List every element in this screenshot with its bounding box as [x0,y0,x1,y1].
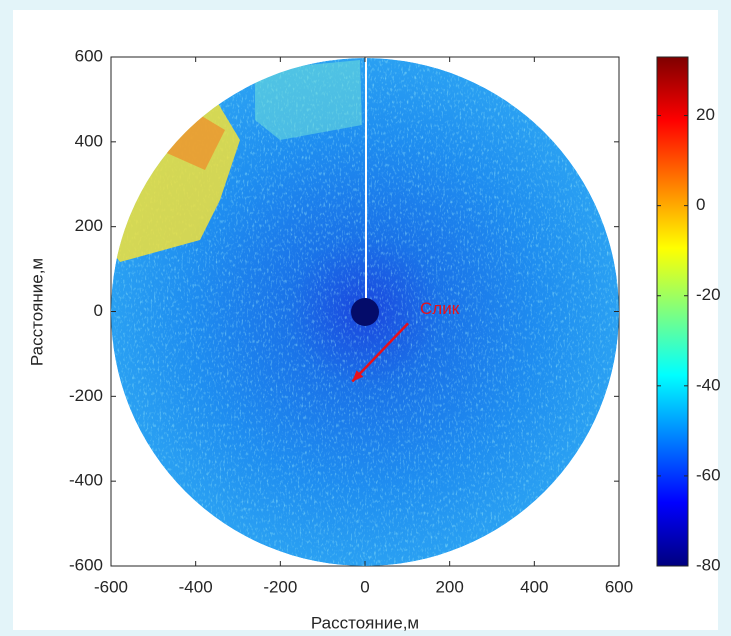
y-tick-label: -400 [69,471,103,490]
x-tick-label: 400 [520,577,548,596]
x-tick-label: -400 [179,577,213,596]
colorbar-tick-label: -80 [696,555,721,574]
y-axis-label: Расстояние,м [27,258,46,366]
colorbar-tick-label: -20 [696,285,721,304]
x-tick-label: -200 [263,577,297,596]
annotation-text: Слик [420,299,460,318]
annotation-arrow [351,322,409,383]
colorbar [656,56,689,567]
x-tick-label: 600 [605,577,633,596]
y-tick-label: 600 [75,46,103,65]
y-tick-label: 0 [94,301,103,320]
y-tick-label: 400 [75,131,103,150]
x-tick-label: -600 [94,577,128,596]
colorbar-tick-label: 0 [696,195,705,214]
x-tick-label: 0 [360,577,369,596]
radar-image [111,58,619,566]
colorbar-tick-label: 20 [696,105,715,124]
x-tick-label: 200 [435,577,463,596]
colorbar-tick-label: -60 [696,465,721,484]
x-axis-label: Расстояние,м [311,613,419,632]
annotation-arrowhead [352,370,364,382]
y-tick-label: -200 [69,386,103,405]
y-tick-label: -600 [69,555,103,574]
colorbar-tick-label: -40 [696,375,721,394]
y-tick-label: 200 [75,216,103,235]
